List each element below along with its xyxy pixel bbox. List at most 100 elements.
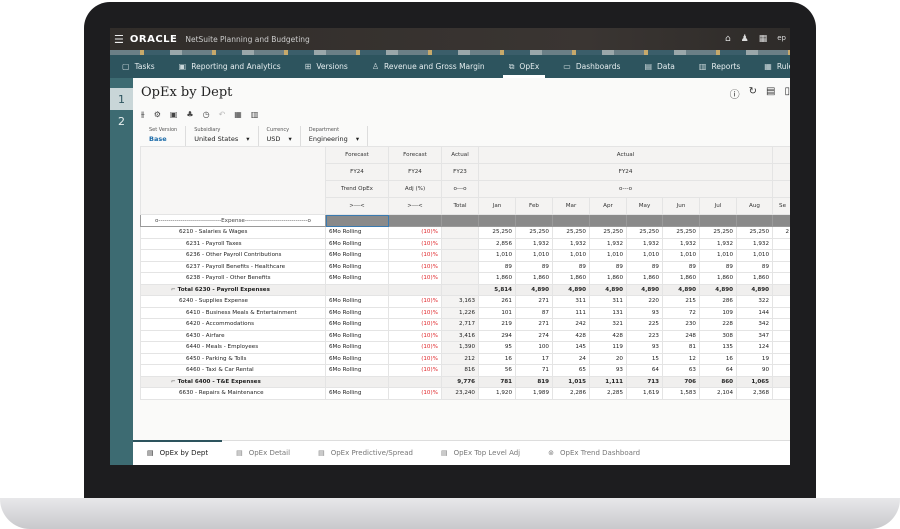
- month-cell[interactable]: [772, 237, 790, 250]
- trend-cell[interactable]: 6Mo Rolling: [325, 237, 389, 250]
- rail-item-1[interactable]: 1: [110, 88, 133, 110]
- gray-cell[interactable]: [325, 214, 389, 227]
- month-cell[interactable]: 261: [478, 295, 516, 308]
- bottom-tab-5[interactable]: ⊚ OpEx Trend Dashboard: [534, 441, 654, 466]
- month-cell[interactable]: 4,890: [662, 283, 700, 296]
- month-cell[interactable]: 72: [662, 306, 700, 319]
- month-cell[interactable]: [772, 306, 790, 319]
- undo-icon[interactable]: ↶: [218, 110, 226, 119]
- accessibility-icon[interactable]: ♟: [740, 34, 749, 44]
- tab-rules[interactable]: ▦ Rules: [752, 55, 790, 78]
- month-cell[interactable]: 1,010: [735, 249, 774, 262]
- month-cell[interactable]: 1,932: [552, 237, 590, 250]
- pov-currency[interactable]: Currency USD ▾: [259, 126, 301, 146]
- month-cell[interactable]: 16: [699, 352, 737, 365]
- month-cell[interactable]: 1,860: [478, 272, 516, 285]
- month-cell[interactable]: 1,010: [699, 249, 737, 262]
- report-view-icon[interactable]: ▤: [766, 86, 776, 97]
- month-cell[interactable]: 17: [515, 352, 553, 365]
- month-cell[interactable]: 131: [589, 306, 627, 319]
- month-cell[interactable]: 308: [699, 329, 737, 342]
- month-cell[interactable]: [772, 295, 790, 308]
- month-cell[interactable]: 135: [699, 341, 737, 354]
- month-cell[interactable]: 25,250: [662, 226, 700, 239]
- hierarchy-icon[interactable]: ♣: [186, 110, 194, 119]
- month-cell[interactable]: 4,890: [626, 283, 663, 296]
- panel-icon[interactable]: ▯: [784, 86, 790, 97]
- month-cell[interactable]: 25,250: [515, 226, 553, 239]
- month-cell[interactable]: [772, 329, 790, 342]
- month-cell[interactable]: 89: [735, 260, 774, 273]
- adj-cell[interactable]: (10)%: [388, 237, 442, 250]
- month-cell[interactable]: 230: [662, 318, 700, 331]
- pov-set-version[interactable]: Set Version Base: [141, 126, 187, 146]
- month-cell[interactable]: 215: [662, 295, 700, 308]
- month-cell[interactable]: 347: [735, 329, 774, 342]
- history-icon[interactable]: ◷: [202, 110, 210, 119]
- apps-grid-icon[interactable]: ▦: [758, 34, 768, 44]
- tab-reports[interactable]: ▥ Reports: [687, 55, 752, 78]
- adj-cell[interactable]: (10)%: [388, 329, 442, 342]
- month-cell[interactable]: 781: [478, 375, 516, 388]
- month-cell[interactable]: 1,015: [552, 375, 590, 388]
- month-cell[interactable]: 4,890: [735, 283, 774, 296]
- month-cell[interactable]: 311: [552, 295, 590, 308]
- month-cell[interactable]: 274: [515, 329, 553, 342]
- month-cell[interactable]: 1,010: [662, 249, 700, 262]
- settings-icon[interactable]: ⚙: [153, 110, 161, 119]
- tab-versions[interactable]: ⊞ Versions: [293, 55, 360, 78]
- adj-cell[interactable]: (10)%: [388, 249, 442, 262]
- month-cell[interactable]: 1,932: [735, 237, 774, 250]
- month-cell[interactable]: 311: [589, 295, 627, 308]
- month-cell[interactable]: 4,890: [552, 283, 590, 296]
- pov-subsidiary[interactable]: Subsidiary United States ▾: [186, 126, 259, 146]
- month-cell[interactable]: 242: [552, 318, 590, 331]
- month-cell[interactable]: 100: [515, 341, 553, 354]
- month-cell[interactable]: 1,989: [515, 387, 553, 400]
- save-icon[interactable]: ▥: [250, 110, 259, 119]
- month-cell[interactable]: 89: [552, 260, 590, 273]
- trend-cell[interactable]: 6Mo Rolling: [325, 272, 389, 285]
- month-cell[interactable]: 1,932: [662, 237, 700, 250]
- month-cell[interactable]: 2: [772, 226, 790, 239]
- tab-opex[interactable]: ⧉ OpEx: [497, 55, 552, 78]
- month-cell[interactable]: 713: [626, 375, 663, 388]
- bottom-tab-1[interactable]: ▤ OpEx by Dept: [133, 439, 223, 466]
- month-cell[interactable]: [772, 260, 790, 273]
- month-cell[interactable]: 89: [626, 260, 663, 273]
- adj-cell[interactable]: (10)%: [388, 306, 442, 319]
- bottom-tab-2[interactable]: ▤ OpEx Detail: [222, 441, 304, 466]
- month-cell[interactable]: [772, 318, 790, 331]
- month-cell[interactable]: [772, 352, 790, 365]
- month-cell[interactable]: 19: [735, 352, 774, 365]
- month-cell[interactable]: 228: [699, 318, 737, 331]
- month-cell[interactable]: 25,250: [626, 226, 663, 239]
- trend-cell[interactable]: 6Mo Rolling: [325, 295, 389, 308]
- month-cell[interactable]: 1,860: [515, 272, 553, 285]
- month-cell[interactable]: 271: [515, 318, 553, 331]
- month-cell[interactable]: 4,890: [589, 283, 627, 296]
- month-cell[interactable]: 1,932: [699, 237, 737, 250]
- month-cell[interactable]: 322: [735, 295, 774, 308]
- month-cell[interactable]: 428: [589, 329, 627, 342]
- month-cell[interactable]: 286: [699, 295, 737, 308]
- month-cell[interactable]: 25,250: [699, 226, 737, 239]
- month-cell[interactable]: 1,932: [626, 237, 663, 250]
- month-cell[interactable]: 1,010: [589, 249, 627, 262]
- trend-cell[interactable]: 6Mo Rolling: [325, 387, 389, 400]
- month-cell[interactable]: 2,368: [735, 387, 774, 400]
- trend-cell[interactable]: 6Mo Rolling: [325, 249, 389, 262]
- tab-data[interactable]: ▤ Data: [632, 55, 686, 78]
- month-cell[interactable]: 24: [552, 352, 590, 365]
- month-cell[interactable]: 2,104: [699, 387, 737, 400]
- month-cell[interactable]: 1,860: [699, 272, 737, 285]
- month-cell[interactable]: 145: [552, 341, 590, 354]
- trend-cell[interactable]: 6Mo Rolling: [325, 226, 389, 239]
- trend-cell[interactable]: 6Mo Rolling: [325, 329, 389, 342]
- month-cell[interactable]: 2,285: [589, 387, 627, 400]
- month-cell[interactable]: 1,619: [626, 387, 663, 400]
- month-cell[interactable]: 119: [589, 341, 627, 354]
- month-cell[interactable]: 20: [589, 352, 627, 365]
- adj-cell[interactable]: (10)%: [388, 295, 442, 308]
- adj-cell[interactable]: (10)%: [388, 364, 442, 377]
